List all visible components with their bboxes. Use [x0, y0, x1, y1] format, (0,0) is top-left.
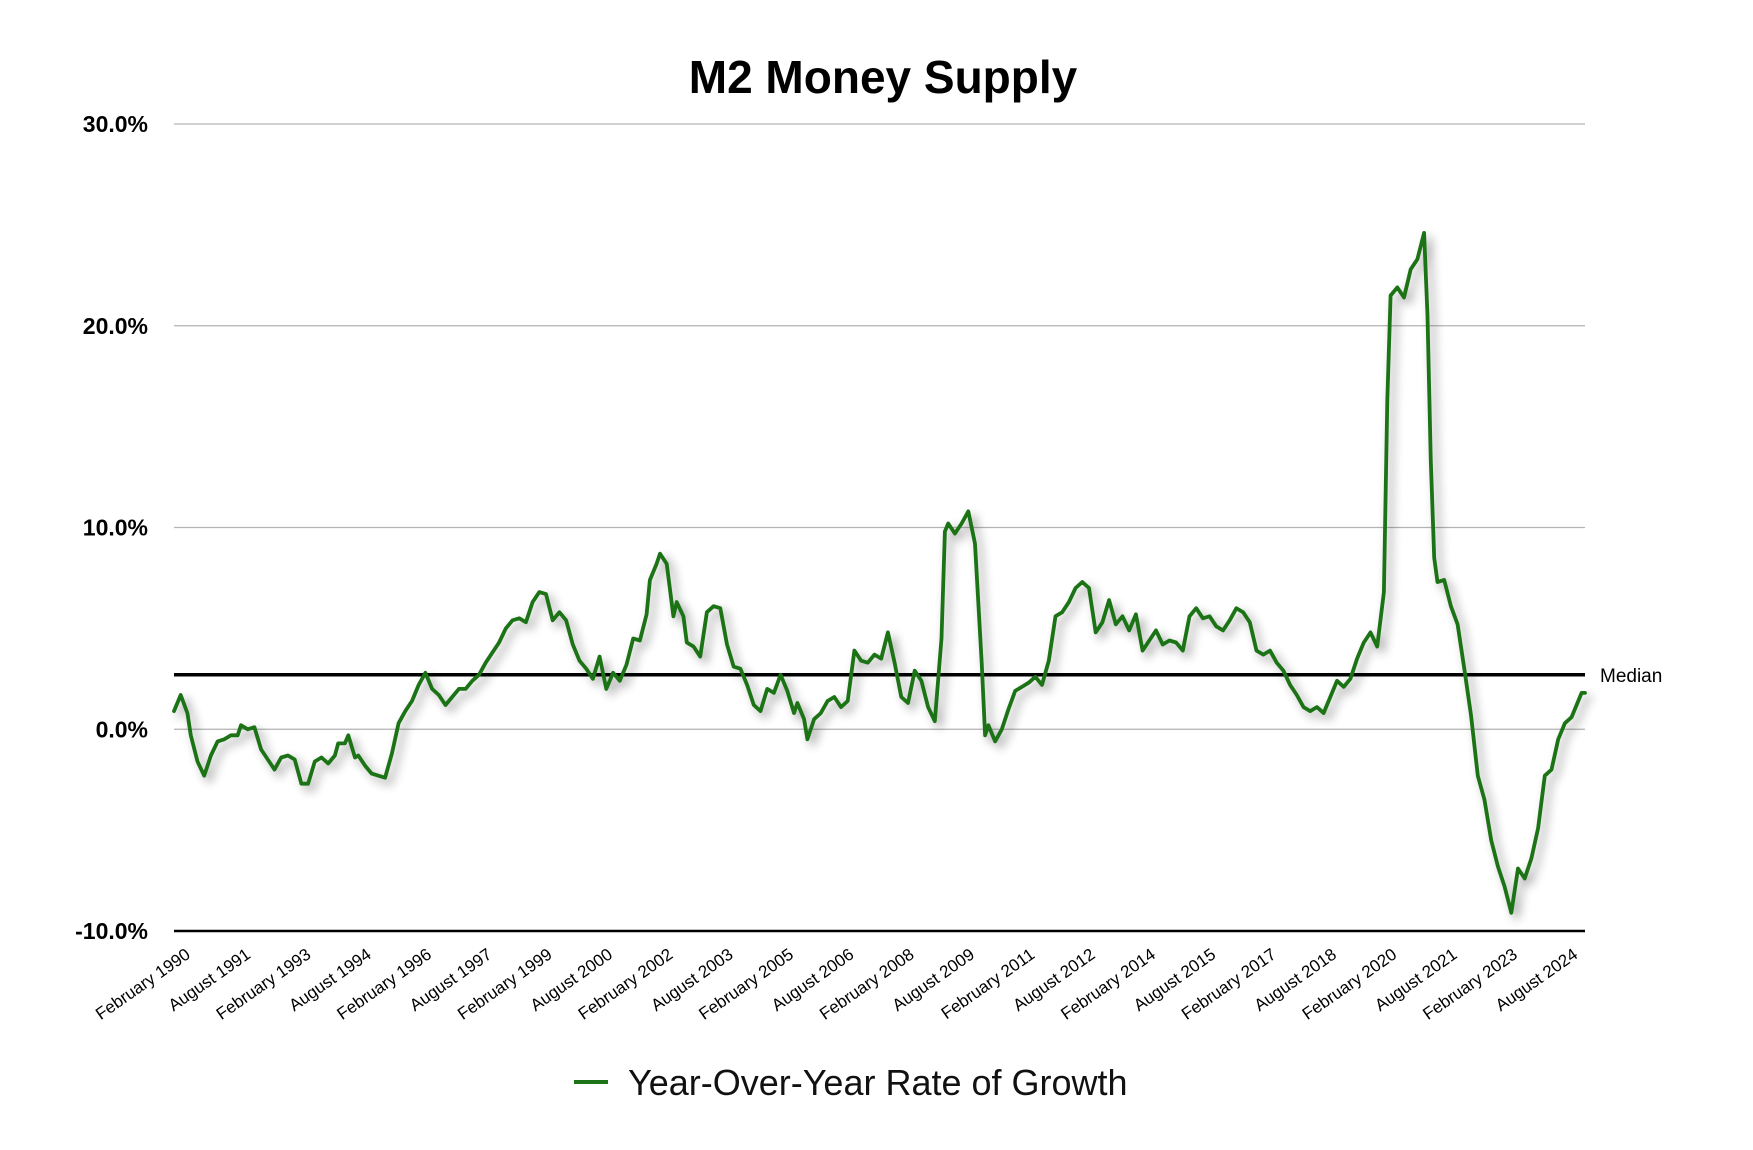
y-tick-label: -10.0% — [75, 918, 148, 944]
y-axis-tick-labels: -10.0% 0.0% 10.0% 20.0% 30.0% — [75, 111, 148, 944]
y-tick-label: 20.0% — [83, 313, 148, 339]
y-tick-label: 0.0% — [96, 716, 148, 742]
y-tick-label: 30.0% — [83, 111, 148, 137]
legend-label: Year-Over-Year Rate of Growth — [628, 1062, 1128, 1103]
y-tick-label: 10.0% — [83, 515, 148, 541]
series-lines — [172, 231, 1587, 915]
median-label: Median — [1600, 666, 1662, 687]
legend: Year-Over-Year Rate of Growth — [574, 1062, 1128, 1103]
gridlines — [174, 123, 1585, 730]
series-line-yoy-growth — [172, 231, 1587, 915]
chart-title: M2 Money Supply — [689, 51, 1078, 103]
